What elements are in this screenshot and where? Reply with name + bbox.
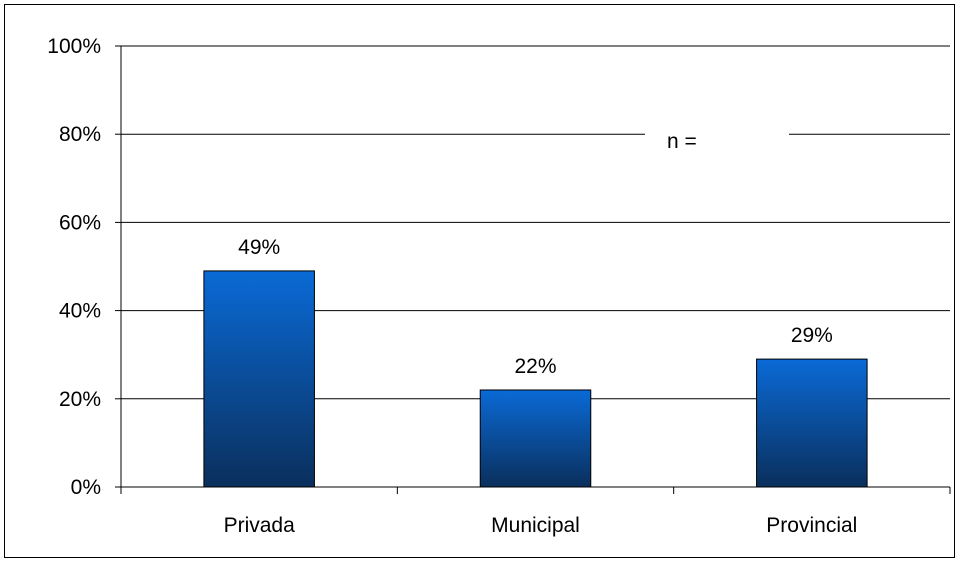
- x-tick-label: Provincial: [766, 514, 857, 537]
- data-label: 29%: [791, 324, 833, 347]
- x-tick-label: Privada: [224, 514, 296, 537]
- y-tick-label: 80%: [59, 123, 101, 146]
- y-tick-label: 60%: [59, 211, 101, 234]
- bar-privada: [203, 270, 315, 488]
- y-tick-label: 100%: [47, 35, 101, 58]
- data-label: 49%: [238, 236, 280, 259]
- y-tick-label: 40%: [59, 300, 101, 323]
- y-tick-label: 0%: [71, 476, 101, 499]
- bar-municipal: [479, 389, 592, 488]
- data-label: 22%: [514, 355, 556, 378]
- x-tick-label: Municipal: [491, 514, 580, 537]
- sample-size-annotation: n =: [667, 130, 697, 153]
- bar-provincial: [756, 358, 868, 488]
- y-tick-label: 20%: [59, 388, 101, 411]
- labels: 0% 20% 40% 60% 80% 100% 49% Privada 22% Municipal…: [47, 35, 857, 537]
- annotation: n =: [645, 129, 789, 153]
- bars: [203, 270, 868, 488]
